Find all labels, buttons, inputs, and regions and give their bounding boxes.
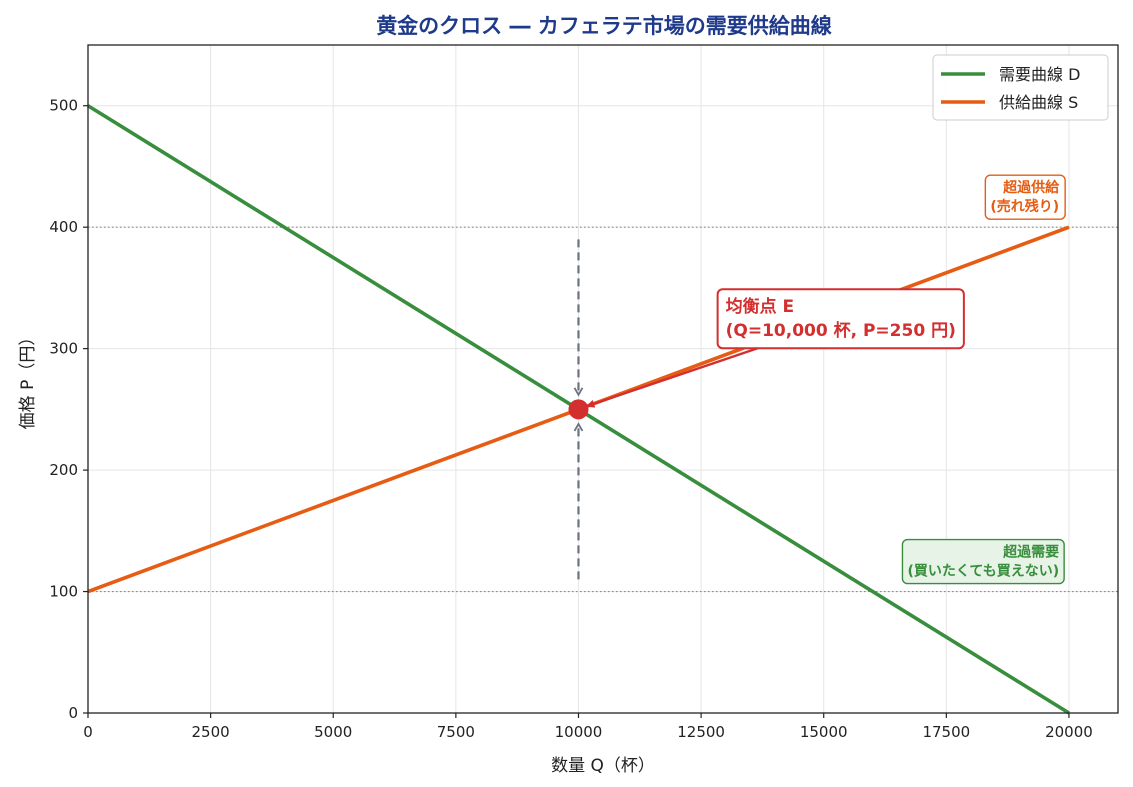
annotation-text: (買いたくても買えない) xyxy=(907,564,1059,580)
x-tick-label: 5000 xyxy=(314,723,352,741)
legend-label-1: 供給曲線 S xyxy=(999,93,1078,112)
y-axis-label: 価格 P（円） xyxy=(18,329,38,430)
x-tick-label: 12500 xyxy=(677,723,725,741)
equilibrium-layer xyxy=(568,399,589,420)
x-tick-label: 10000 xyxy=(555,723,603,741)
x-tick-label: 15000 xyxy=(800,723,848,741)
y-tick-label: 100 xyxy=(49,583,78,601)
annotation-text: 超過需要 xyxy=(1002,544,1059,561)
annotation-text: 均衡点 E xyxy=(726,296,795,317)
y-tick-label: 300 xyxy=(49,340,78,358)
annotations: 均衡点 E (Q=10,000 杯, P=250 円) 超過供給 (売れ残り) 超過需要… xyxy=(585,174,1066,585)
legend: 需要曲線 D 供給曲線 S xyxy=(932,54,1109,121)
annotation-text: (Q=10,000 杯, P=250 円) xyxy=(726,320,956,341)
plot-frame xyxy=(87,44,1119,714)
x-axis-label: 数量 Q（杯） xyxy=(551,756,655,776)
ticks: 0 2500 5000 7500 10000 12500 15000 17500 20000 0 1… xyxy=(49,97,1092,741)
annotation-excess-supply: 超過供給 (売れ残り) xyxy=(984,174,1066,220)
x-tick-label: 20000 xyxy=(1045,723,1093,741)
y-tick-label: 500 xyxy=(49,97,78,115)
x-tick-label: 17500 xyxy=(922,723,970,741)
y-tick-label: 0 xyxy=(68,704,78,722)
annotation-arrow xyxy=(585,347,759,408)
x-tick-label: 0 xyxy=(83,723,93,741)
annotation-box xyxy=(984,174,1066,220)
reference-lines xyxy=(88,226,1118,593)
annotation-box xyxy=(901,538,1065,585)
legend-label-0: 需要曲線 D xyxy=(999,65,1080,84)
y-tick-label: 200 xyxy=(49,461,78,479)
annotation-equilibrium: 均衡点 E (Q=10,000 杯, P=250 円) xyxy=(585,288,965,408)
x-tick-label: 2500 xyxy=(192,723,230,741)
equilibrium-point xyxy=(568,399,589,420)
annotation-text: (売れ残り) xyxy=(990,198,1059,215)
annotation-box xyxy=(716,288,965,350)
annotation-excess-demand: 超過需要 (買いたくても買えない) xyxy=(901,538,1065,585)
chart-title: 黄金のクロス ― カフェラテ市場の需要供給曲線 xyxy=(376,14,832,38)
grid xyxy=(87,45,1118,714)
y-tick-label: 400 xyxy=(49,218,78,236)
x-tick-label: 7500 xyxy=(437,723,475,741)
annotation-text: 超過供給 xyxy=(1002,179,1060,196)
